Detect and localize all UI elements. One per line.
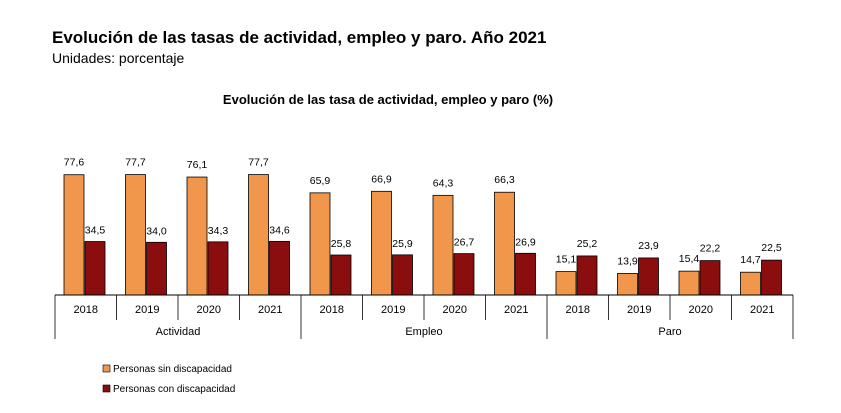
x-tick-label: 2020 — [689, 304, 713, 316]
data-label: 14,7 — [740, 254, 761, 266]
bar-con-paro-2019 — [638, 257, 659, 296]
data-label: 23,9 — [638, 240, 659, 252]
bar-con-paro-2018 — [576, 255, 598, 296]
data-label: 15,1 — [556, 254, 577, 266]
bar-sin-empleo-2018 — [309, 192, 331, 296]
bar-sin-paro-2019 — [617, 273, 638, 296]
bar-sin-paro-2020 — [678, 270, 700, 296]
legend-label-sin: Personas sin discapacidad — [113, 364, 232, 375]
group-label-empleo: Empleo — [405, 326, 442, 338]
bar-con-actividad-2018 — [84, 241, 106, 296]
x-tick-label: 2021 — [504, 304, 528, 316]
data-label: 66,9 — [371, 173, 392, 185]
data-label: 26,9 — [515, 236, 536, 248]
x-tick-label: 2018 — [74, 304, 98, 316]
data-label: 77,7 — [125, 157, 146, 169]
data-label: 65,9 — [310, 175, 331, 187]
data-label: 13,9 — [617, 255, 638, 267]
bar-sin-actividad-2018 — [63, 174, 85, 296]
data-label: 34,3 — [208, 225, 229, 237]
x-tick-label: 2019 — [381, 304, 405, 316]
bar-con-empleo-2018 — [330, 254, 352, 296]
data-label: 26,7 — [454, 237, 475, 249]
group-label-actividad: Actividad — [156, 326, 201, 338]
bar-con-empleo-2020 — [453, 253, 475, 296]
x-tick-label: 2020 — [197, 304, 221, 316]
bar-sin-empleo-2021 — [494, 191, 515, 296]
chart-title: Evolución de las tasa de actividad, empl… — [223, 92, 553, 107]
bar-con-actividad-2020 — [207, 241, 229, 296]
page-title: Evolución de las tasas de actividad, emp… — [52, 28, 547, 47]
data-label: 77,6 — [64, 157, 85, 169]
data-label: 34,5 — [85, 225, 106, 237]
data-label: 22,2 — [700, 243, 721, 255]
legend-label-con: Personas con discapacidad — [113, 384, 235, 395]
x-tick-label: 2019 — [627, 304, 651, 316]
bar-sin-actividad-2020 — [186, 176, 208, 296]
bar-sin-actividad-2021 — [248, 174, 269, 296]
data-label: 77,7 — [248, 157, 269, 169]
x-tick-label: 2021 — [750, 304, 774, 316]
x-tick-label: 2018 — [566, 304, 590, 316]
bar-con-paro-2021 — [761, 259, 782, 296]
bar-con-empleo-2019 — [392, 254, 413, 296]
bar-con-actividad-2021 — [269, 240, 290, 296]
x-tick-label: 2018 — [320, 304, 344, 316]
data-label: 76,1 — [187, 159, 208, 171]
bar-sin-paro-2018 — [555, 271, 577, 296]
bar-con-paro-2020 — [699, 260, 721, 296]
bar-con-actividad-2019 — [146, 241, 167, 296]
data-label: 25,8 — [331, 238, 352, 250]
data-label: 25,9 — [392, 238, 413, 250]
data-label: 25,2 — [577, 238, 598, 250]
x-tick-label: 2021 — [258, 304, 282, 316]
legend-swatch-sin — [102, 364, 111, 373]
bar-sin-empleo-2020 — [432, 194, 454, 296]
page-subtitle: Unidades: porcentaje — [52, 50, 185, 66]
data-label: 15,4 — [679, 253, 700, 265]
data-label: 66,3 — [494, 174, 515, 186]
data-label: 34,0 — [146, 225, 167, 237]
bar-con-empleo-2021 — [515, 252, 536, 296]
data-label: 64,3 — [433, 177, 454, 189]
group-label-paro: Paro — [658, 326, 681, 338]
legend-swatch-con — [102, 384, 111, 393]
bar-sin-empleo-2019 — [371, 190, 392, 296]
x-tick-label: 2020 — [443, 304, 467, 316]
x-tick-label: 2019 — [135, 304, 159, 316]
bar-sin-paro-2021 — [740, 271, 761, 296]
data-label: 34,6 — [269, 224, 290, 236]
bar-sin-actividad-2019 — [125, 174, 146, 296]
data-label: 22,5 — [761, 242, 782, 254]
